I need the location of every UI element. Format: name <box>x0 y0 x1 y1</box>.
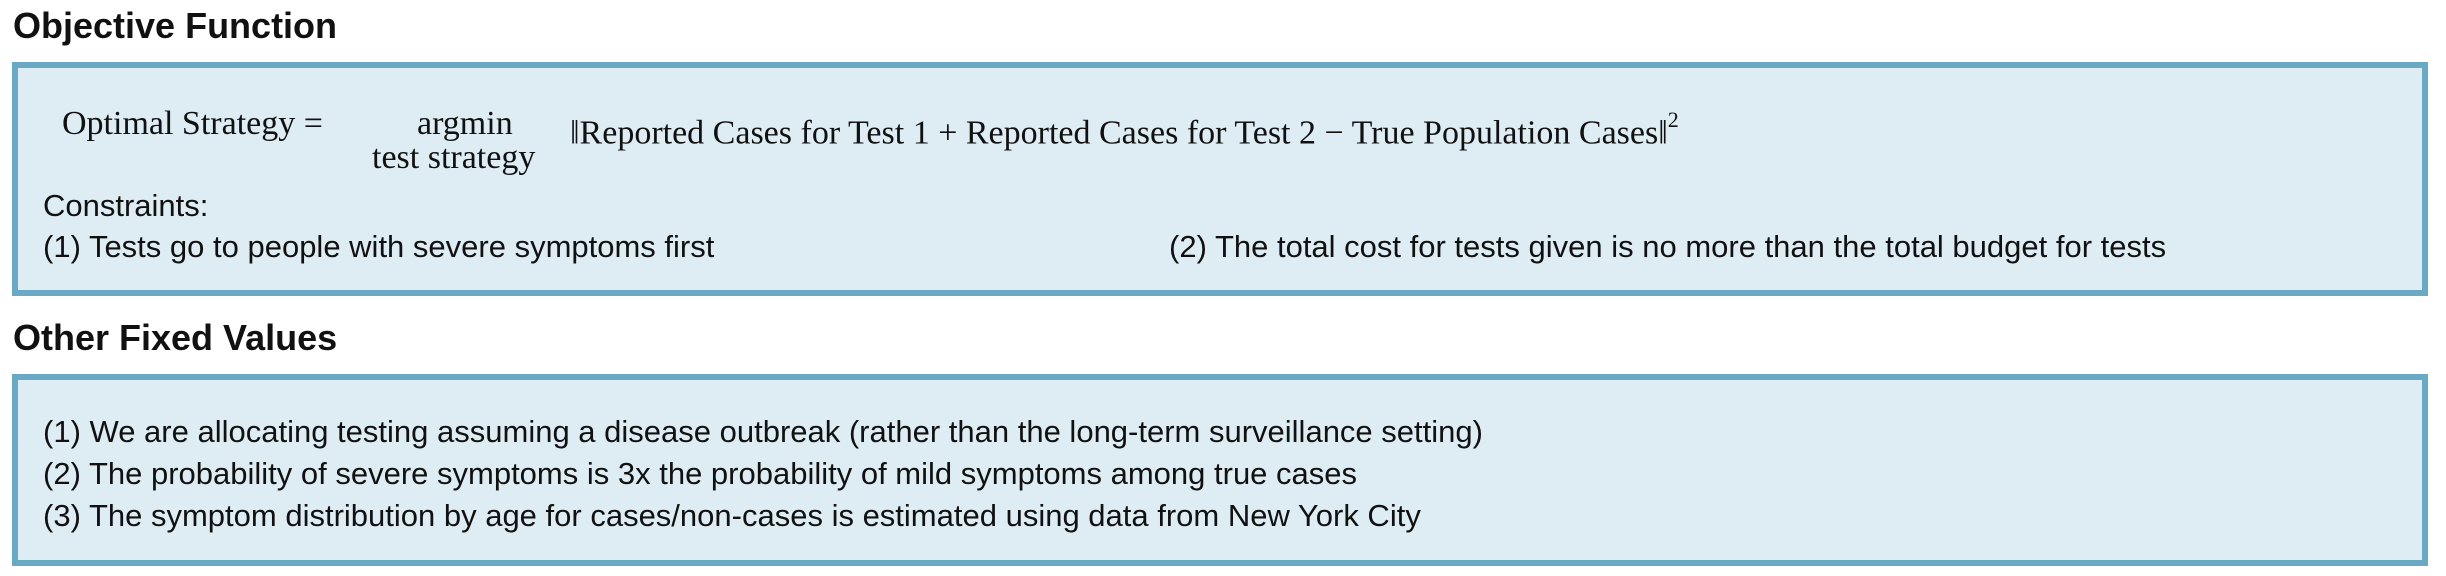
constraint-item-1: (1) Tests go to people with severe sympt… <box>43 229 715 264</box>
constraints-label: Constraints: <box>43 188 209 223</box>
fixed-value-item-3: (3) The symptom distribution by age for … <box>43 498 1421 533</box>
formula-norm-text: ‖Reported Cases for Test 1 + Reported Ca… <box>570 114 1668 152</box>
objective-function-box: Optimal Strategy = argmin test strategy … <box>12 62 2428 296</box>
formula-exponent: 2 <box>1667 107 1679 132</box>
formula-norm-expression: ‖Reported Cases for Test 1 + Reported Ca… <box>570 100 1679 157</box>
other-fixed-values-heading: Other Fixed Values <box>13 317 338 358</box>
fixed-value-item-2: (2) The probability of severe symptoms i… <box>43 456 1358 491</box>
formula-lhs: Optimal Strategy = <box>62 105 323 142</box>
other-fixed-values-box: (1) We are allocating testing assuming a… <box>12 374 2428 566</box>
formula-argmin-subscript: test strategy <box>372 139 536 176</box>
objective-function-heading: Objective Function <box>13 5 338 46</box>
constraint-item-2: (2) The total cost for tests given is no… <box>1169 229 2167 264</box>
formula-argmin: argmin <box>417 105 513 142</box>
fixed-value-item-1: (1) We are allocating testing assuming a… <box>43 414 1483 449</box>
